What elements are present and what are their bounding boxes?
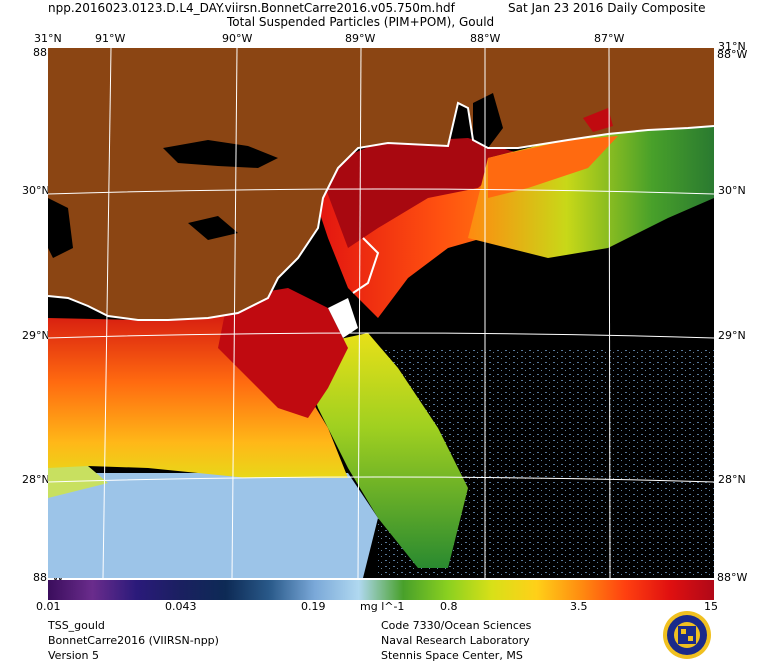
lat-label-29n-left: 29°N (22, 329, 50, 342)
corner-label-top-right: 88°W (717, 48, 748, 61)
lat-label-30n-left: 30°N (22, 184, 50, 197)
colorbar-tick-min: 0.01 (36, 600, 61, 613)
delta-red-core (218, 288, 348, 418)
lon-label-91w: 91°W (95, 32, 126, 45)
org-name: Naval Research Laboratory (381, 634, 530, 647)
footer-right: Code 7330/Ocean Sciences Naval Research … (381, 618, 531, 663)
coastline (48, 101, 714, 321)
version: Version 5 (48, 649, 99, 662)
colorbar-tick-2: 0.043 (165, 600, 197, 613)
product-title: Total Suspended Particles (PIM+POM), Gou… (227, 15, 495, 29)
colorbar-gradient (48, 580, 714, 600)
colorbar-tick-max: 15 (704, 600, 718, 613)
colorbar-unit: mg l^-1 (360, 600, 405, 613)
lake-pontchartrain (163, 140, 278, 168)
dataset-name: BonnetCarre2016 (VIIRSN-npp) (48, 634, 219, 647)
tss-map[interactable] (48, 48, 714, 578)
corner-label-bottom-right: 88°W (717, 571, 748, 584)
chandeleur-islands (352, 237, 380, 294)
colorbar (48, 580, 714, 600)
nrl-seal-icon (663, 611, 711, 659)
land-mass (48, 48, 714, 320)
lat-label-30n-right: 30°N (718, 184, 746, 197)
footer-left: TSS_gould BonnetCarre2016 (VIIRSN-npp) V… (48, 618, 219, 663)
low-tss-region (48, 473, 378, 578)
colorbar-tick-4: 0.8 (440, 600, 458, 613)
org-location: Stennis Space Center, MS (381, 649, 523, 662)
file-name-title: npp.2016023.0123.D.L4_DAY.viirsn.BonnetC… (48, 1, 455, 15)
lon-label-90w: 90°W (222, 32, 253, 45)
composite-date: Sat Jan 23 2016 Daily Composite (508, 1, 706, 15)
lat-label-28n-right: 28°N (718, 473, 746, 486)
lon-label-87w: 87°W (594, 32, 625, 45)
graticule (48, 48, 714, 578)
top-right-lat-label: 31°N (718, 40, 746, 53)
lat-label-28n-left: 28°N (22, 473, 50, 486)
colorbar-tick-3: 0.19 (301, 600, 326, 613)
mobile-bay (473, 93, 503, 148)
lat-label-29n-right: 29°N (718, 329, 746, 342)
product-code: TSS_gould (48, 619, 105, 632)
colorbar-tick-5: 3.5 (570, 600, 588, 613)
lon-label-89w: 89°W (345, 32, 376, 45)
top-left-lat-label: 31°N (34, 32, 62, 45)
delta-marsh (328, 298, 358, 338)
org-code: Code 7330/Ocean Sciences (381, 619, 532, 632)
lon-label-88w: 88°W (470, 32, 501, 45)
delta-plume-tongue (298, 333, 468, 568)
